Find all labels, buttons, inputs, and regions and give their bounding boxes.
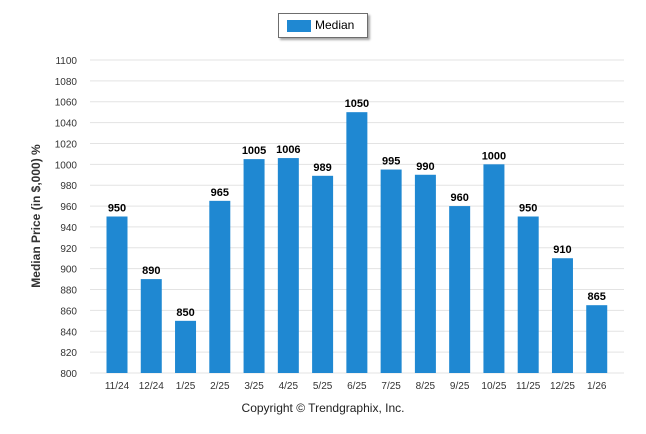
data-label: 950 [519,203,537,215]
x-tick-label: 9/25 [450,381,470,392]
bar [380,169,402,373]
y-tick-label: 820 [60,348,77,359]
bar [414,174,436,373]
y-tick-label: 1060 [55,98,78,109]
y-axis-label: Median Price (in $,000) % [29,144,43,288]
bar [449,206,471,373]
y-tick-label: 1100 [55,56,77,67]
y-tick-label: 900 [60,265,77,276]
y-tick-label: 860 [60,306,77,317]
data-label: 1000 [482,150,506,162]
data-label: 990 [416,161,434,173]
y-tick-label: 1040 [55,119,78,130]
bar [312,175,334,373]
bar [517,216,539,373]
legend-label: Median [315,18,355,32]
x-axis-ticks: 11/24 12/24 1/25 2/25 3/25 4/25 5/25 6/25 7/25 8/… [105,381,607,392]
data-label: 1005 [242,145,266,157]
bar [209,200,231,373]
y-tick-label: 960 [60,202,77,213]
bar [106,216,128,373]
x-tick-label: 10/25 [481,381,506,392]
legend-swatch [287,20,311,32]
x-tick-label: 1/25 [176,381,196,392]
x-tick-label: 3/25 [244,381,264,392]
data-label: 850 [176,307,194,319]
y-tick-label: 840 [60,327,77,338]
bar [551,258,573,373]
y-tick-label: 940 [60,223,77,234]
data-label: 965 [211,187,229,199]
x-tick-label: 7/25 [381,381,401,392]
bar [483,164,505,373]
x-tick-label: 6/25 [347,381,367,392]
x-tick-label: 5/25 [313,381,333,392]
y-tick-label: 1000 [55,160,78,171]
bars [106,112,608,374]
bar [243,159,265,373]
y-tick-label: 1020 [55,139,78,150]
bar [346,112,368,374]
legend: Median [278,13,368,38]
x-tick-label: 11/25 [516,381,541,392]
x-tick-label: 12/25 [550,381,575,392]
x-tick-label: 12/24 [139,381,164,392]
bar [175,320,197,373]
x-tick-label: 1/26 [587,381,607,392]
data-label: 1050 [345,98,369,110]
data-labels: 950 890 850 965 1005 1006 989 1050 995 990 960 1000… [108,98,606,319]
copyright-text: Copyright © Trendgraphix, Inc. [241,401,405,415]
x-tick-label: 8/25 [416,381,436,392]
data-label: 890 [142,265,160,277]
bar [140,279,162,373]
y-tick-label: 1080 [55,77,78,88]
y-tick-label: 920 [60,244,77,255]
data-label: 950 [108,203,126,215]
y-tick-label: 880 [60,286,77,297]
data-label: 1006 [276,144,300,156]
x-tick-label: 11/24 [105,381,130,392]
y-tick-label: 800 [60,369,77,380]
bar [586,305,608,373]
x-tick-label: 2/25 [210,381,230,392]
y-tick-label: 980 [60,181,77,192]
data-label: 865 [588,291,606,303]
bar [277,158,299,373]
x-tick-label: 4/25 [279,381,299,392]
data-label: 995 [382,156,400,168]
data-label: 960 [450,192,468,204]
y-axis-ticks: 800 820 840 860 880 900 920 940 960 980 1000 1020 10… [55,56,78,380]
data-label: 910 [553,244,571,256]
data-label: 989 [313,162,331,174]
